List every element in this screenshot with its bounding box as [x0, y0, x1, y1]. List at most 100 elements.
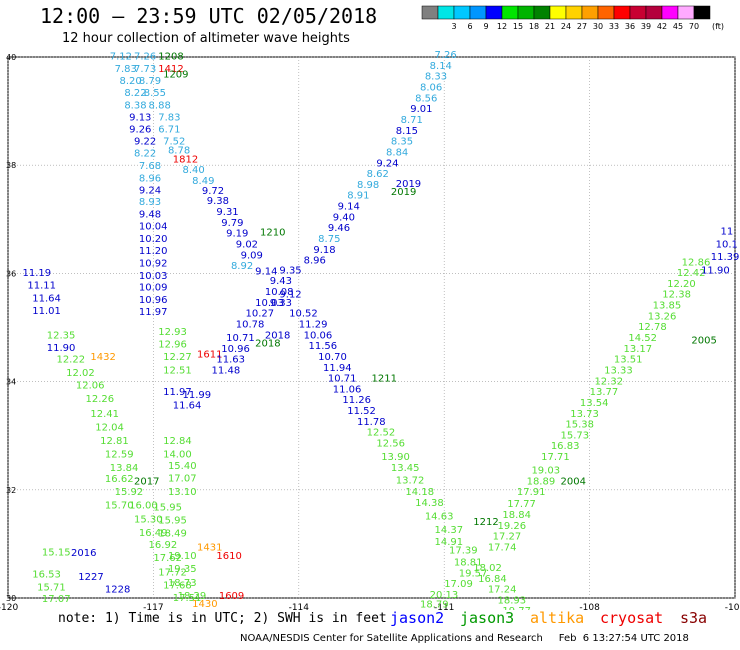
pass-time-label: 1212 [473, 517, 498, 528]
wave-height-label: 12.35 [47, 330, 76, 341]
wave-height-label: 14.38 [415, 498, 444, 509]
wave-height-label: 13.10 [168, 487, 197, 498]
wave-height-label: 15.92 [115, 487, 144, 498]
wave-height-label: 9.43 [270, 276, 292, 287]
wave-height-label: 9.19 [226, 229, 248, 240]
wave-height-label: 11.90 [701, 265, 730, 276]
wave-height-label: 18.89 [527, 476, 556, 487]
wave-height-label: 14.91 [435, 537, 464, 548]
wave-height-label: 7.68 [139, 161, 161, 172]
latitude-tick-label: 32 [6, 486, 16, 495]
legend-tick-label: 9 [483, 22, 488, 31]
wave-height-label: 11.56 [308, 341, 337, 352]
pass-time-label: 1610 [216, 551, 241, 562]
longitude-tick-label: -108 [579, 603, 600, 610]
wave-height-label: 12.26 [86, 394, 115, 405]
wave-height-label: 14.18 [405, 487, 434, 498]
wave-height-label: 8.35 [391, 137, 413, 148]
wave-height-label: 11.29 [299, 320, 328, 331]
longitude-tick-label: -120 [0, 603, 18, 610]
legend-swatch [693, 5, 711, 20]
wave-height-label: 16.62 [105, 474, 134, 485]
pass-time-label: 1228 [105, 585, 130, 596]
legend-tick-label: 6 [467, 22, 472, 31]
wave-height-label: 15.71 [37, 582, 66, 593]
wave-height-label: 9.79 [221, 218, 243, 229]
wave-height-label: 17.74 [488, 542, 517, 553]
wave-height-label: 13.33 [604, 365, 633, 376]
wave-height-label: 19.03 [531, 466, 560, 477]
wave-height-label: 8.84 [386, 147, 408, 158]
wave-height-label: 13.17 [624, 344, 653, 355]
wave-height-label: 9.14 [255, 266, 277, 277]
wave-height-label: 17.09 [444, 579, 473, 590]
wave-height-label: 8.62 [367, 169, 389, 180]
pass-time-label: 1432 [90, 352, 115, 363]
latitude-tick-label: 34 [6, 378, 16, 387]
wave-height-label: 8.15 [396, 126, 418, 137]
wave-height-label: 11.26 [342, 395, 371, 406]
units-note: note: 1) Time is in UTC; 2) SWH is in fe… [58, 611, 387, 626]
wave-height-label: 18.81 [454, 558, 483, 569]
satellite-label-cryosat: cryosat [600, 609, 664, 627]
legend-tick-label: 70 [689, 22, 699, 31]
pass-time-label: 2016 [71, 548, 96, 559]
page-subtitle: 12 hour collection of altimeter wave hei… [62, 31, 350, 46]
wave-height-label: 10.71 [328, 374, 357, 385]
wave-height-label: 8.96 [304, 256, 326, 267]
pass-time-label: 1211 [372, 374, 397, 385]
wave-height-label: 15.95 [158, 515, 187, 526]
pass-time-label: 2018 [255, 338, 280, 349]
wave-height-label: 12.06 [76, 381, 105, 392]
wave-height-label: 16.00 [129, 501, 158, 512]
wave-height-label: 10.03 [255, 298, 284, 309]
wave-height-label: 12.84 [163, 436, 192, 447]
pass-time-label: 1609 [219, 591, 244, 602]
wave-height-label: 9.09 [241, 250, 263, 261]
wave-height-label: 17.07 [168, 474, 197, 485]
wave-height-label: 8.22 [134, 149, 156, 160]
wave-height-label: 16.49 [139, 528, 168, 539]
wave-height-label: 19.77 [502, 606, 531, 610]
wave-height-label: 11.06 [333, 384, 362, 395]
wave-height-label: 11.64 [173, 401, 202, 412]
wave-height-label: 13.72 [396, 475, 425, 486]
wave-height-label: 8.56 [415, 93, 437, 104]
pass-time-label: 1208 [158, 52, 183, 63]
pass-time-label: 1431 [197, 542, 222, 553]
wave-height-label: 17.72 [158, 567, 187, 578]
wave-height-label: 11.94 [323, 363, 352, 374]
longitude-tick-label: -117 [143, 603, 163, 610]
page-title: 12:00 — 23:59 UTC 02/05/2018 [40, 4, 378, 28]
wave-height-label: 18.93 [498, 595, 527, 606]
wave-height-label: 13.77 [590, 387, 619, 398]
wave-height-label: 17.24 [488, 585, 517, 596]
wave-height-label: 17.68 [163, 580, 192, 591]
wave-height-label: 13.84 [110, 463, 139, 474]
wave-height-label: 17.77 [507, 499, 536, 510]
wave-height-label: 13.26 [648, 311, 677, 322]
legend-tick-label: 39 [641, 22, 651, 31]
pass-time-label: 2017 [134, 476, 159, 487]
wave-height-label: 9.38 [207, 196, 229, 207]
wave-height-label: 7.26 [134, 52, 156, 63]
wave-height-label: 10.27 [245, 309, 274, 320]
wave-height-label: 8.14 [430, 61, 452, 72]
wave-height-label: 9.13 [129, 112, 151, 123]
wave-height-label: 9.46 [328, 223, 350, 234]
wave-height-label: 12.04 [95, 422, 124, 433]
latitude-tick-label: 40 [6, 53, 16, 62]
wave-height-label: 9.22 [134, 137, 156, 148]
wave-height-label: 12.52 [367, 428, 396, 439]
wave-height-label: 7.26 [435, 50, 457, 61]
pass-time-label: 2019 [396, 179, 421, 190]
wave-height-label: 8.22 [124, 88, 146, 99]
wave-height-label: 8.96 [139, 173, 161, 184]
wave-height-label: 9.24 [139, 185, 161, 196]
wave-height-label: 17.07 [42, 594, 71, 605]
legend-unit: (ft) [712, 22, 724, 31]
legend-tick-label: 24 [561, 22, 571, 31]
wave-height-label: 12.32 [594, 376, 623, 387]
pass-time-label: 2018 [265, 330, 290, 341]
wave-height-label: 11.39 [711, 252, 740, 263]
